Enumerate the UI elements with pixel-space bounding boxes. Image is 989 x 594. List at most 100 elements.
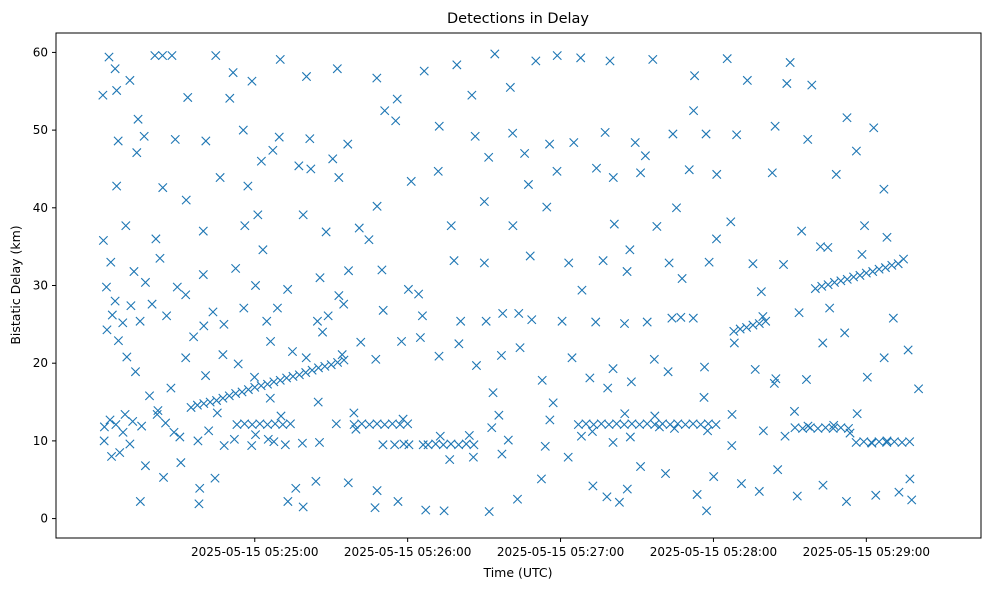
- detection-point: [392, 94, 402, 104]
- detection-point: [652, 221, 662, 232]
- detection-point: [849, 272, 859, 282]
- detection-point: [748, 259, 758, 269]
- detection-point: [605, 56, 615, 66]
- detection-point: [692, 489, 702, 500]
- detection-point: [454, 339, 464, 349]
- detection-point: [773, 465, 783, 475]
- detection-point: [545, 415, 555, 425]
- detection-point: [421, 505, 431, 515]
- detection-point: [608, 364, 618, 374]
- detection-point: [140, 461, 151, 471]
- detection-point: [479, 258, 489, 268]
- detection-point: [657, 419, 668, 429]
- detection-point: [307, 365, 317, 375]
- detection-point: [104, 52, 114, 62]
- detection-point: [852, 409, 862, 419]
- detection-point: [125, 75, 135, 85]
- detection-point: [614, 497, 624, 507]
- detection-point: [756, 287, 766, 297]
- x-tick-label: 2025-05-15 05:28:00: [650, 545, 777, 559]
- detection-point: [166, 383, 176, 393]
- detection-point: [167, 50, 177, 61]
- y-tick-label: 60: [33, 45, 48, 59]
- detection-point: [106, 451, 117, 462]
- detection-point: [321, 227, 331, 237]
- detection-point: [648, 54, 658, 65]
- detection-point: [711, 234, 722, 244]
- y-tick-label: 0: [40, 512, 48, 526]
- detection-point: [813, 423, 823, 434]
- detection-point: [431, 439, 441, 449]
- detection-point: [585, 373, 595, 383]
- detection-point: [514, 308, 524, 319]
- detection-point: [113, 136, 123, 146]
- detection-point: [754, 486, 764, 496]
- detection-point: [371, 354, 381, 364]
- detection-point: [861, 268, 871, 278]
- detection-point: [313, 363, 324, 373]
- detection-point: [332, 64, 342, 74]
- detection-point: [98, 235, 108, 246]
- detection-point: [198, 226, 208, 236]
- x-axis-label: Time (UTC): [482, 565, 552, 580]
- detection-point: [181, 290, 191, 300]
- detection-point: [525, 251, 535, 261]
- detection-point: [313, 397, 323, 407]
- detection-point: [665, 419, 675, 430]
- detection-point: [667, 313, 677, 323]
- detection-point: [608, 437, 618, 448]
- detection-point: [137, 421, 147, 431]
- detection-point: [620, 409, 630, 419]
- detection-point: [239, 419, 250, 429]
- detection-point: [349, 408, 359, 418]
- detection-point: [797, 226, 807, 236]
- detection-point: [589, 419, 599, 430]
- detection-point: [794, 308, 804, 318]
- detection-point: [490, 49, 500, 59]
- detection-point: [503, 435, 513, 445]
- detection-point: [249, 372, 260, 382]
- detection-point: [283, 496, 293, 507]
- detection-point: [181, 195, 191, 205]
- x-tick-label: 2025-05-15 05:26:00: [344, 545, 471, 559]
- detection-point: [208, 307, 218, 317]
- detection-point: [433, 166, 443, 176]
- detection-point: [604, 419, 614, 430]
- detection-point: [315, 273, 325, 283]
- detection-point: [301, 353, 311, 363]
- detection-point: [829, 277, 840, 287]
- detection-point: [111, 419, 121, 430]
- detection-point: [843, 423, 854, 434]
- detection-point: [139, 131, 149, 141]
- detection-point: [285, 419, 296, 429]
- detection-point: [660, 468, 671, 479]
- y-tick-label: 40: [33, 201, 48, 215]
- detection-point: [573, 419, 583, 430]
- detection-point: [882, 232, 892, 242]
- detection-point: [243, 181, 253, 191]
- detection-point: [255, 419, 265, 429]
- detection-point: [200, 371, 211, 381]
- detection-point: [552, 50, 562, 61]
- detection-point: [199, 399, 209, 409]
- detection-point: [364, 419, 375, 430]
- detection-point: [198, 270, 208, 280]
- plot-frame: [55, 32, 982, 539]
- detection-point: [536, 474, 547, 484]
- detection-point: [218, 393, 228, 403]
- detection-point: [840, 328, 850, 338]
- detection-point: [548, 398, 558, 408]
- detection-point: [626, 377, 636, 387]
- detection-point: [218, 350, 228, 360]
- detection-point: [130, 367, 141, 377]
- detection-point: [298, 502, 308, 512]
- detection-point: [256, 381, 266, 391]
- detection-point: [337, 350, 347, 360]
- detection-point: [780, 431, 790, 441]
- detection-point: [240, 221, 250, 231]
- detection-point: [233, 359, 243, 369]
- detection-point: [699, 362, 710, 372]
- detection-point: [128, 416, 138, 427]
